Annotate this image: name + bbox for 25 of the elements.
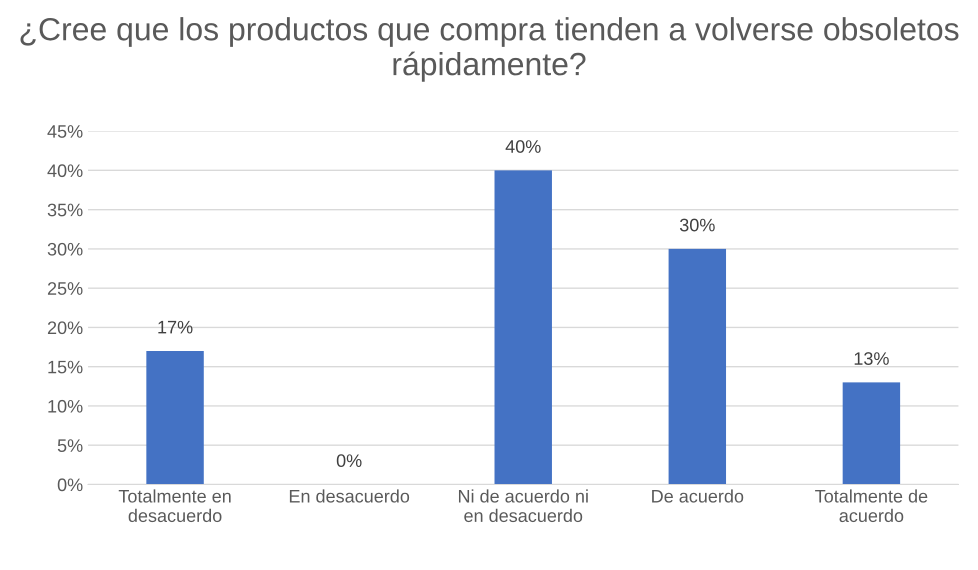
y-tick-label: 20% — [48, 321, 83, 334]
x-tick-label: Totalmente en desacuerdo — [118, 489, 231, 522]
y-tick-label: 0% — [58, 478, 83, 492]
y-tick-label: 40% — [47, 164, 83, 178]
y-tick-label: 5% — [58, 439, 83, 452]
y-tick-label: 45% — [47, 125, 83, 138]
data-label: 40% — [506, 140, 541, 153]
x-tick-label: Totalmente de acuerdo — [815, 489, 928, 522]
bar — [668, 248, 726, 484]
x-tick-label: De acuerdo — [652, 489, 744, 503]
y-tick-label: 15% — [48, 360, 83, 374]
y-tick-label: 35% — [48, 204, 83, 216]
y-tick-label: 25% — [48, 282, 83, 295]
y-tick-label: 30% — [48, 242, 83, 256]
bar — [842, 382, 900, 484]
x-tick-label: En desacuerdo — [290, 489, 410, 503]
y-tick-label: 10% — [48, 400, 83, 413]
data-label: 13% — [854, 352, 889, 365]
data-label: 0% — [336, 454, 362, 468]
bar — [146, 350, 204, 484]
chart-title: ¿Cree que los productos que compra tienden a volverse obsoletos rápidamente? — [20, 17, 958, 82]
x-tick-label: Ni de acuerdo ni en desacuerdo — [458, 489, 588, 522]
data-label: 17% — [158, 320, 192, 334]
data-label: 30% — [680, 218, 715, 232]
bar — [494, 170, 552, 484]
